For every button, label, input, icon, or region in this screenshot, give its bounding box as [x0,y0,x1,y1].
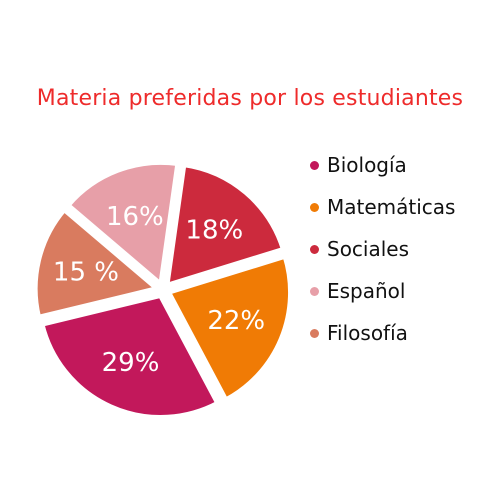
slice-data-label: 22% [207,306,265,336]
legend-marker [310,244,319,254]
legend-label: Español [327,279,406,303]
legend-item: Español [310,270,495,312]
slice-data-label: 15 % [53,258,119,288]
pie-slice-matematicas [164,253,294,404]
legend-label: Sociales [327,237,410,261]
pie-slice-espanol [64,159,181,290]
legend-item: Biología [310,144,495,186]
legend-marker [310,202,319,212]
chart-title: Materia preferidas por los estudiantes [36,86,464,111]
slice-data-label: 29% [102,348,160,378]
slice-data-label: 16% [106,202,164,232]
legend-item: Filosofía [310,312,495,354]
legend-item: Sociales [310,228,495,270]
legend-marker [310,328,319,338]
slice-data-label: 18% [185,216,243,246]
pie-slice-biologia [38,292,222,420]
legend-marker [310,286,319,296]
legend-label: Biología [327,153,407,177]
chart-legend: Biología Matemáticas Sociales Español Filoso… [310,144,495,354]
legend-label: Matemáticas [327,195,456,219]
pie-slice-filosofia [32,206,163,321]
legend-marker [310,160,319,170]
legend-label: Filosofía [327,321,408,345]
legend-item: Matemáticas [310,186,495,228]
pie-slice-sociales [163,161,287,289]
